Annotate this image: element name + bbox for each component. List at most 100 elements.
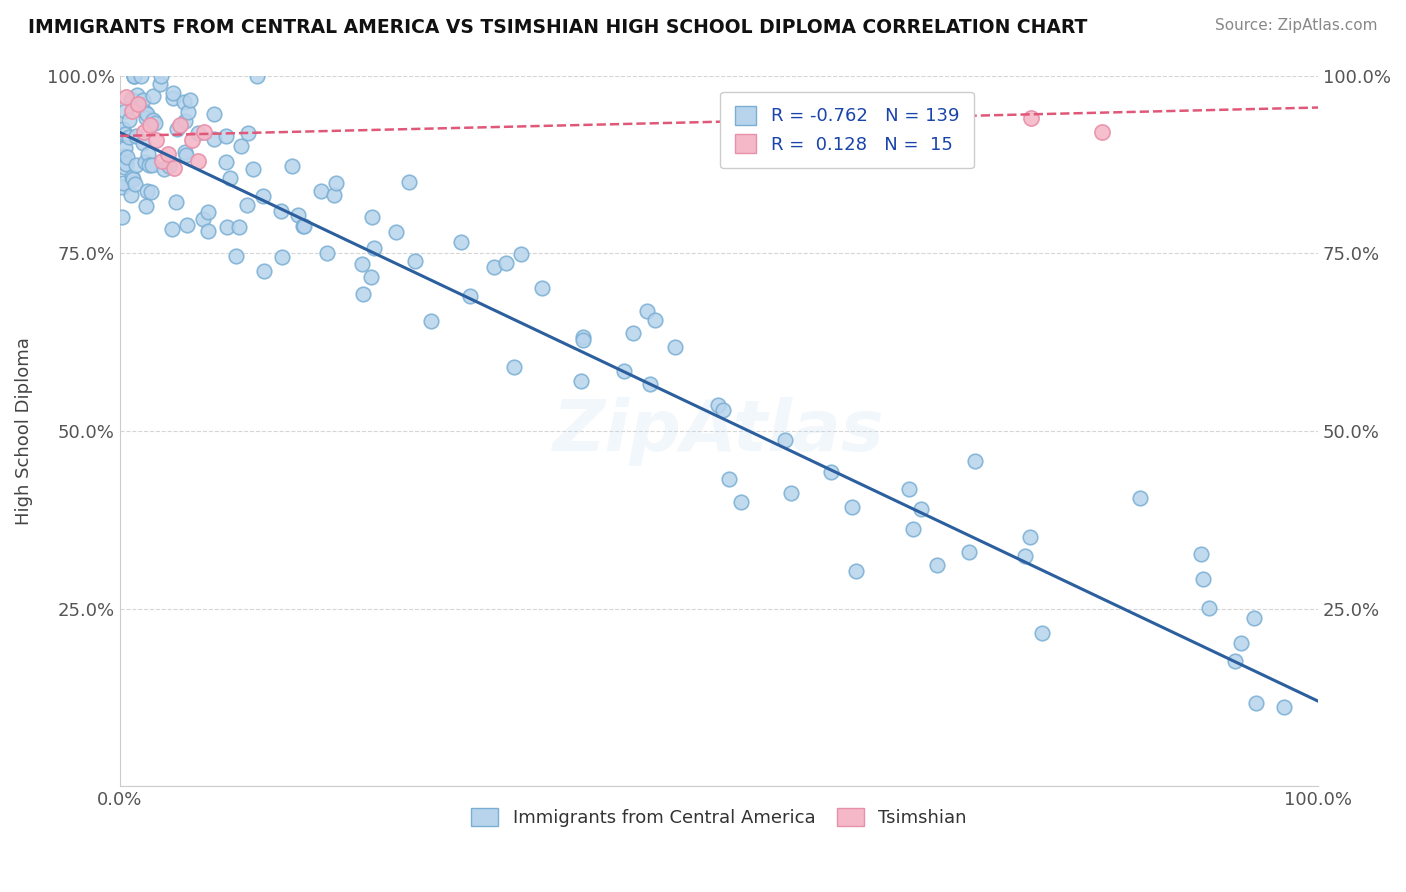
Point <box>165 195 187 210</box>
Point <box>404 254 426 268</box>
Point <box>1129 491 1152 505</box>
Point <box>193 125 215 139</box>
Point <box>132 136 155 151</box>
Point <box>270 250 292 264</box>
Point <box>121 169 143 184</box>
Point <box>163 161 186 175</box>
Point <box>179 93 201 107</box>
Point <box>495 255 517 269</box>
Point <box>115 157 138 171</box>
Point <box>215 219 238 234</box>
Point <box>898 483 921 497</box>
Point <box>166 121 188 136</box>
Point <box>1189 547 1212 561</box>
Point <box>450 235 472 249</box>
Point <box>114 104 136 119</box>
Point <box>242 161 264 176</box>
Point <box>114 90 136 104</box>
Point <box>292 219 315 233</box>
Point <box>135 107 157 121</box>
Point <box>292 219 315 234</box>
Text: IMMIGRANTS FROM CENTRAL AMERICA VS TSIMSHIAN HIGH SCHOOL DIPLOMA CORRELATION CHA: IMMIGRANTS FROM CENTRAL AMERICA VS TSIMS… <box>28 18 1087 37</box>
Point <box>1019 111 1042 125</box>
Point <box>132 125 155 139</box>
Point <box>120 187 142 202</box>
Point <box>125 157 148 171</box>
Point <box>180 132 202 146</box>
Point <box>204 107 226 121</box>
Point <box>730 495 752 509</box>
Point <box>636 304 658 318</box>
Point <box>114 128 136 142</box>
Point <box>531 281 554 295</box>
Point <box>238 126 260 140</box>
Point <box>711 403 734 417</box>
Point <box>177 105 200 120</box>
Point <box>841 500 863 514</box>
Point <box>124 69 146 83</box>
Point <box>572 333 595 347</box>
Point <box>150 69 173 83</box>
Point <box>820 465 842 479</box>
Point <box>150 153 173 168</box>
Point <box>117 112 139 127</box>
Point <box>111 210 134 224</box>
Point <box>136 146 159 161</box>
Point <box>779 486 801 500</box>
Point <box>149 77 172 91</box>
Point <box>707 398 730 412</box>
Point <box>1223 654 1246 668</box>
Point <box>925 558 948 572</box>
Point <box>910 501 932 516</box>
Point <box>174 145 197 160</box>
Point <box>458 289 481 303</box>
Point <box>484 260 506 274</box>
Point <box>1191 572 1213 586</box>
Point <box>145 132 167 146</box>
Point <box>143 116 166 130</box>
Point <box>114 141 136 155</box>
Point <box>162 91 184 105</box>
Point <box>135 184 157 198</box>
Point <box>112 149 135 163</box>
Point <box>138 118 160 132</box>
Point <box>197 204 219 219</box>
Point <box>1014 549 1036 563</box>
Point <box>111 180 134 194</box>
Point <box>112 122 135 136</box>
Point <box>1198 601 1220 615</box>
Point <box>187 126 209 140</box>
Point <box>901 522 924 536</box>
Point <box>1244 696 1267 710</box>
Point <box>134 155 156 169</box>
Point <box>231 139 253 153</box>
Point <box>111 128 134 142</box>
Point <box>131 93 153 107</box>
Point <box>360 270 382 285</box>
Point <box>215 154 238 169</box>
Point <box>215 129 238 144</box>
Point <box>191 212 214 227</box>
Point <box>569 375 592 389</box>
Point <box>152 162 174 177</box>
Point <box>135 199 157 213</box>
Point <box>363 242 385 256</box>
Point <box>325 176 347 190</box>
Point <box>173 95 195 110</box>
Point <box>245 69 267 83</box>
Point <box>141 185 163 199</box>
Point <box>281 159 304 173</box>
Point <box>270 203 292 218</box>
Point <box>235 197 257 211</box>
Point <box>352 287 374 301</box>
Point <box>1230 635 1253 649</box>
Point <box>112 177 135 191</box>
Y-axis label: High School Diploma: High School Diploma <box>15 337 32 524</box>
Point <box>664 340 686 354</box>
Point <box>638 376 661 391</box>
Point <box>398 175 420 189</box>
Point <box>125 129 148 144</box>
Point <box>621 326 644 340</box>
Text: ZipAtlas: ZipAtlas <box>553 397 884 466</box>
Point <box>187 153 209 168</box>
